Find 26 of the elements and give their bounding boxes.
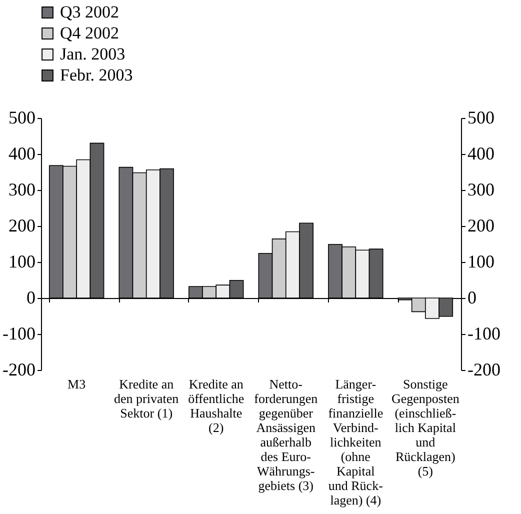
category-label: Länger- fristige finanzielle Verbind- lichkeiten (ohne Kapital und Rück- lagen) (4) [328,376,384,508]
y-tick-label: 200 [8,216,36,236]
y-tick-label: 300 [8,180,36,200]
y2-tick-label: 0 [468,288,476,308]
y2-tick-label: 100 [468,252,494,272]
y-tick-label: -200 [2,360,36,380]
x-tick-label: Netto- forderungen gegenüber Ansässigen außerhalb des Euro- Währungs- gebiets (3) [254,376,318,493]
legend-label: Q3 2002 [60,2,120,22]
y2-tick-label: 200 [468,216,494,236]
x-tick-label: Kredite an den privaten Sektor (1) [114,376,180,420]
y2-tick-label: 300 [468,180,494,200]
x-tick-label: Sonstige Gegenposten (einschließ- lich Kapital und Rücklagen) (5) [391,376,460,478]
legend-label: Febr. 2003 [60,66,133,84]
y2-tick-label: -200 [468,360,500,380]
y-tick-label: 400 [8,144,36,164]
x-tick-label: M3 [68,376,86,392]
x-tick-label: Kredite an öffentliche Haushalte (2) [188,376,244,435]
legend-label: Q4 2002 [60,24,120,42]
y-tick-label: 0 [26,288,36,308]
y2-tick-label: 400 [468,144,494,164]
y-tick-label: 100 [8,252,36,272]
legend-label: Jan. 2003 [60,44,126,64]
y-tick-label: 500 [8,108,36,128]
y2-tick-label: -100 [468,324,500,344]
y2-tick-label: 500 [468,108,494,128]
y-tick-label: -100 [2,324,36,344]
